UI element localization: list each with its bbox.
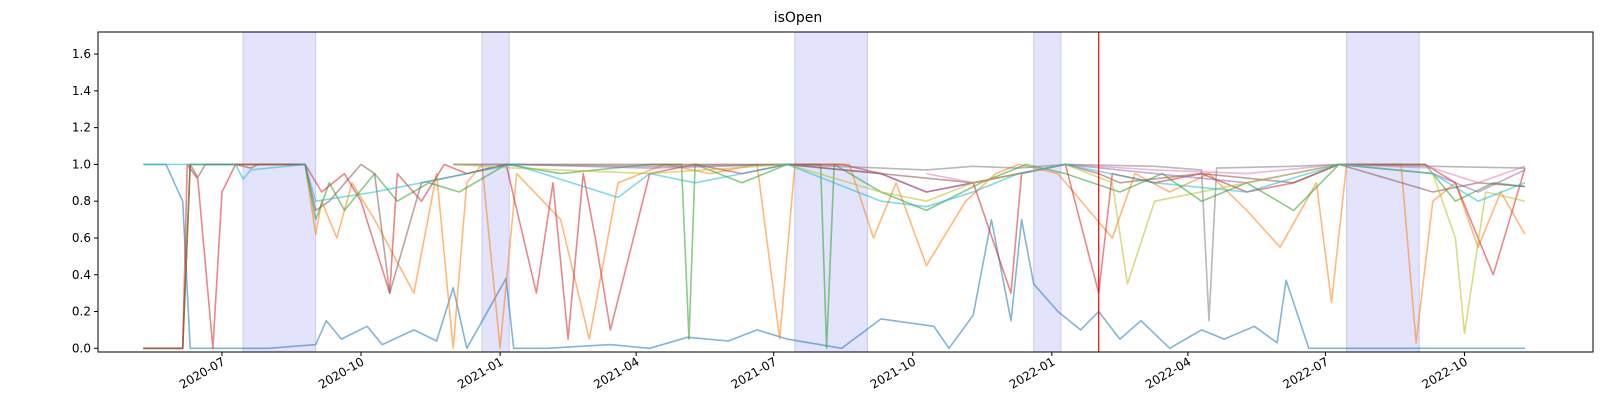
x-tick-label-5: 2021-10 — [868, 354, 918, 391]
shaded-span-0 — [242, 31, 317, 353]
y-axis: 0.0 0.2 0.4 0.6 0.8 1.0 1.2 1.4 1.6 — [72, 47, 98, 355]
plot-frame — [97, 31, 1594, 353]
y-tick-label-1: 0.2 — [72, 305, 91, 319]
series-line-1 — [143, 163, 1526, 350]
x-axis: 2020-07 2020-10 2021-01 2021-04 2021-07 2021-… — [177, 352, 1470, 392]
y-tick-label-7: 1.4 — [72, 84, 91, 98]
series-line-2 — [143, 163, 1526, 350]
x-tick-label-8: 2022-07 — [1281, 354, 1331, 391]
x-tick-label-7: 2022-04 — [1143, 354, 1193, 391]
series-lines — [143, 163, 1526, 350]
x-tick-label-1: 2020-10 — [316, 354, 366, 391]
y-tick-label-6: 1.2 — [72, 121, 91, 135]
y-tick-label-4: 0.8 — [72, 194, 91, 208]
series-line-0 — [143, 163, 1525, 350]
chart-title: isOpen — [774, 10, 823, 26]
x-tick-label-6: 2022-01 — [1007, 354, 1057, 391]
x-tick-label-3: 2021-04 — [591, 354, 641, 391]
x-tick-label-2: 2021-01 — [455, 354, 505, 391]
y-tick-label-0: 0.0 — [72, 341, 91, 355]
y-tick-label-8: 1.6 — [72, 47, 91, 61]
shaded-span-4 — [1346, 31, 1420, 353]
y-tick-label-3: 0.6 — [72, 231, 91, 245]
y-tick-label-5: 1.0 — [72, 157, 91, 171]
x-tick-label-4: 2021-07 — [729, 354, 779, 391]
x-tick-label-0: 2020-07 — [177, 354, 227, 391]
x-tick-label-9: 2022-10 — [1420, 354, 1470, 391]
shaded-span-3 — [1033, 31, 1062, 353]
y-tick-label-2: 0.4 — [72, 268, 91, 282]
series-line-9 — [143, 163, 1526, 208]
